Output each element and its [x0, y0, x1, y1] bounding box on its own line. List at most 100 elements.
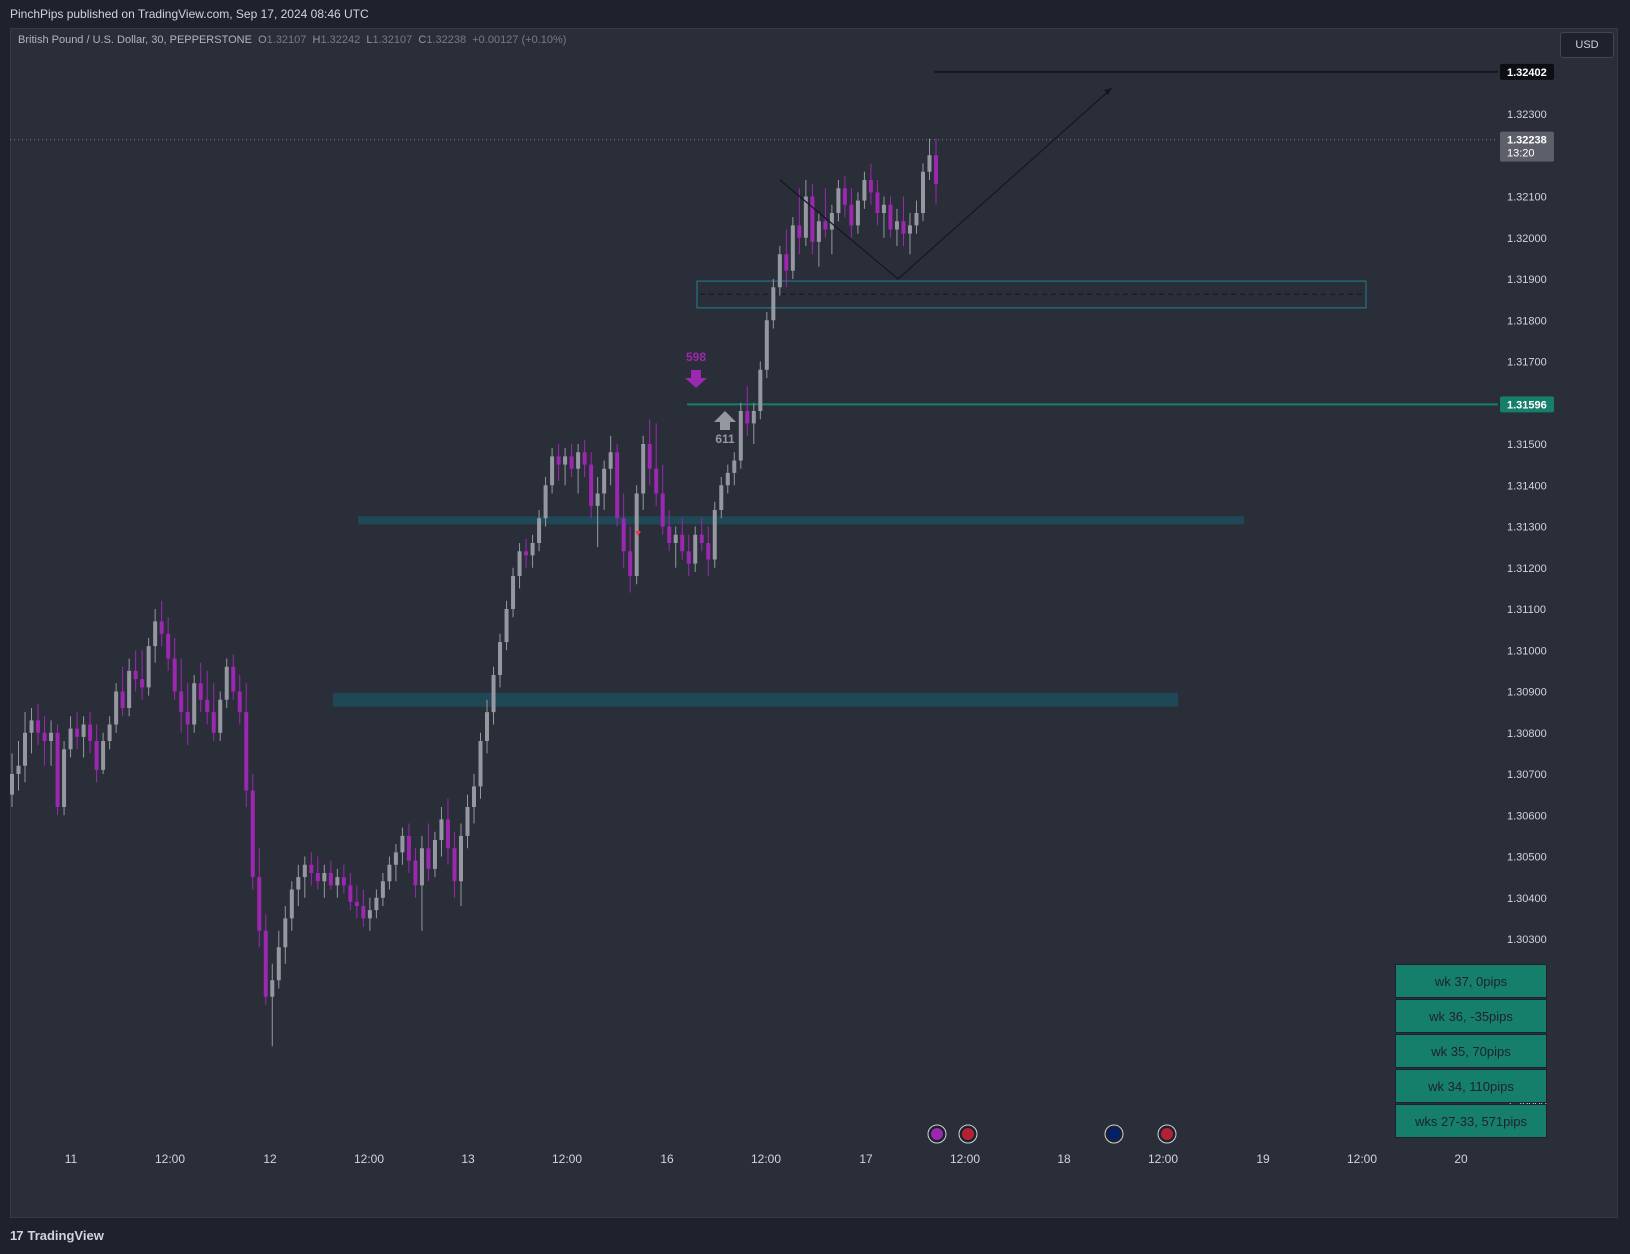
uk-flag-icon[interactable]	[1104, 1124, 1124, 1144]
candle-body	[341, 877, 346, 886]
candle	[777, 246, 782, 296]
candle-body	[465, 807, 470, 836]
candle-body	[166, 633, 171, 659]
candle-body	[706, 543, 711, 560]
candle-body	[576, 452, 581, 469]
candle-body	[680, 534, 685, 552]
candle-body	[569, 456, 574, 469]
candle-body	[270, 980, 275, 997]
level-price-label-box	[1500, 396, 1554, 413]
candle-body	[101, 741, 106, 770]
candle	[615, 444, 620, 527]
candle-body	[498, 642, 503, 675]
candle	[881, 196, 886, 238]
y-tick-label: 1.30600	[1507, 810, 1547, 822]
candle-body	[458, 835, 463, 882]
candle-body	[10, 774, 14, 795]
candle-body	[634, 493, 639, 576]
candle-body	[550, 456, 555, 486]
candle-body	[563, 456, 568, 465]
candle	[810, 184, 815, 255]
candle	[647, 419, 652, 486]
candle	[849, 188, 854, 238]
candle-body	[367, 910, 372, 919]
candle-body	[511, 576, 516, 609]
projection-path	[779, 87, 1113, 280]
y-tick-label: 1.30700	[1507, 769, 1547, 781]
candle-body	[485, 712, 490, 741]
candle-body	[218, 699, 223, 733]
lightning-event-icon[interactable]	[927, 1124, 947, 1144]
candle-body	[797, 225, 802, 238]
candle-body	[205, 699, 210, 713]
candle-body	[263, 930, 268, 997]
candle	[758, 361, 763, 420]
candle	[569, 444, 574, 477]
candle-body	[914, 213, 919, 226]
candle-body	[179, 691, 184, 713]
candle-body	[289, 889, 294, 919]
candle	[511, 567, 516, 618]
candle-body	[608, 452, 613, 469]
x-tick-label: 20	[1454, 1152, 1468, 1166]
candle	[185, 683, 190, 746]
candle-body	[88, 724, 93, 741]
symbol-name: British Pound / U.S. Dollar, 30, PEPPERS…	[18, 34, 252, 46]
candle	[465, 794, 470, 849]
candle	[107, 716, 112, 750]
candle-body	[302, 864, 307, 878]
candle-body	[23, 732, 28, 766]
x-tick-label: 12:00	[751, 1152, 781, 1166]
candle-body	[934, 155, 938, 185]
candle-body	[36, 720, 41, 733]
currency-button[interactable]: USD	[1560, 32, 1614, 58]
candle-body	[16, 765, 21, 774]
y-tick-label: 1.31200	[1507, 563, 1547, 575]
candle-body	[354, 901, 359, 906]
x-tick-label: 12:00	[552, 1152, 582, 1166]
candle-body	[140, 679, 145, 688]
candle-body	[413, 860, 418, 886]
candle	[751, 402, 756, 444]
candle	[654, 423, 659, 506]
candle	[667, 510, 672, 552]
candle-body	[276, 947, 281, 981]
support-resistance-zone	[333, 692, 1178, 707]
x-tick-label: 12:00	[354, 1152, 384, 1166]
candle	[413, 848, 418, 898]
y-tick-label: 1.31800	[1507, 315, 1547, 327]
candle	[205, 670, 210, 725]
candle	[934, 138, 938, 205]
candle	[361, 889, 366, 927]
candle	[159, 600, 164, 647]
candle-body	[133, 670, 138, 680]
us-flag-icon[interactable]	[958, 1124, 978, 1144]
candle-body	[751, 411, 756, 424]
weekly-pnl-row: wks 27-33, 571pips	[1395, 1104, 1547, 1138]
candle-body	[725, 472, 730, 486]
candle-body	[172, 658, 177, 692]
candle	[387, 856, 392, 890]
candle	[862, 171, 867, 209]
candle-body	[907, 225, 912, 234]
candle	[842, 175, 847, 218]
candle-body	[348, 885, 353, 902]
candle	[172, 637, 177, 700]
candle-body	[888, 204, 893, 230]
candle	[836, 180, 841, 222]
candle	[36, 703, 41, 746]
candle-body	[693, 534, 698, 564]
projection-arrowhead	[1104, 88, 1112, 95]
current-price-label-box	[1500, 131, 1554, 162]
tradingview-logo[interactable]: 17 TradingView	[10, 1228, 104, 1243]
us-flag-icon[interactable]	[1157, 1124, 1177, 1144]
candle	[302, 856, 307, 898]
candle	[764, 312, 769, 378]
candle	[458, 823, 463, 906]
candle-body	[543, 485, 548, 519]
candle	[146, 637, 151, 696]
candle	[68, 716, 73, 758]
candle-body	[400, 835, 405, 853]
candle	[94, 724, 99, 783]
